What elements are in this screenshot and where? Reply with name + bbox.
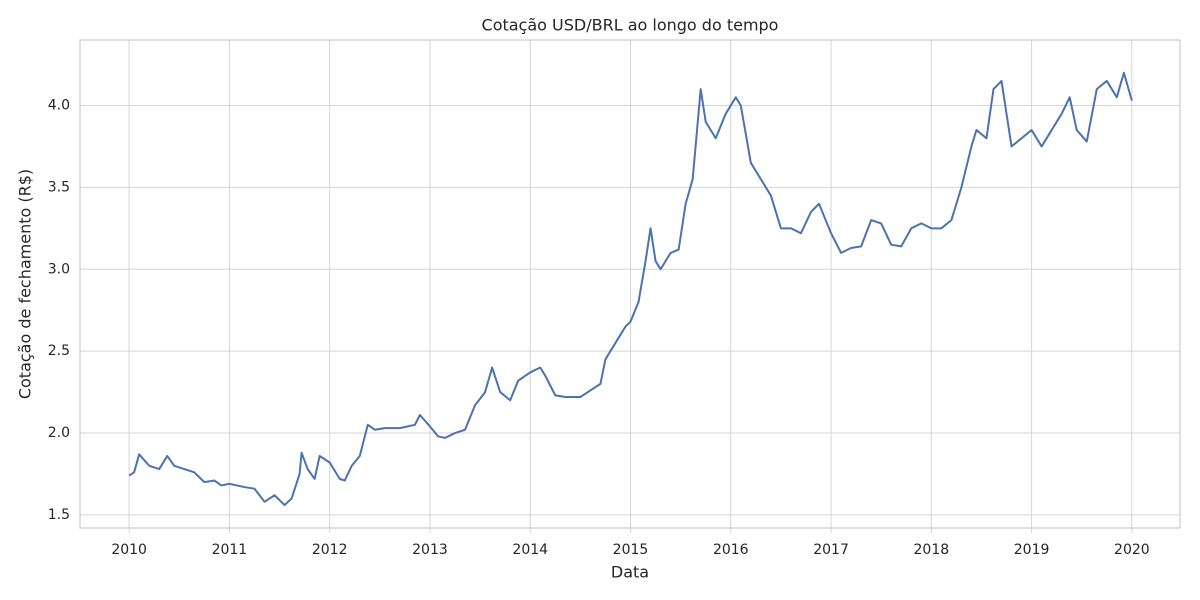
plot-frame [79,39,1181,529]
x-tick-label: 2011 [212,542,248,558]
x-tick-label: 2013 [412,542,448,558]
y-tick-label: 3.5 [48,179,70,195]
x-axis-label: Data [611,563,649,582]
y-tick-label: 3.0 [48,261,70,277]
x-tick-label: 2020 [1114,542,1150,558]
x-tick-label: 2019 [1014,542,1050,558]
x-tick-label: 2018 [914,542,950,558]
x-tick-label: 2012 [312,542,348,558]
y-tick-label: 2.5 [48,343,70,359]
x-tick-label: 2015 [613,542,649,558]
x-tick-label: 2010 [111,542,147,558]
y-tick-label: 1.5 [48,507,70,523]
y-tick-label: 2.0 [48,425,70,441]
chart-title: Cotação USD/BRL ao longo do tempo [482,16,779,35]
x-tick-label: 2016 [713,542,749,558]
y-axis-label: Cotação de fechamento (R$) [16,169,35,399]
x-tick-label: 2014 [512,542,548,558]
price-line [128,71,1133,507]
x-tick-label: 2017 [813,542,849,558]
y-tick-label: 4.0 [48,98,70,114]
